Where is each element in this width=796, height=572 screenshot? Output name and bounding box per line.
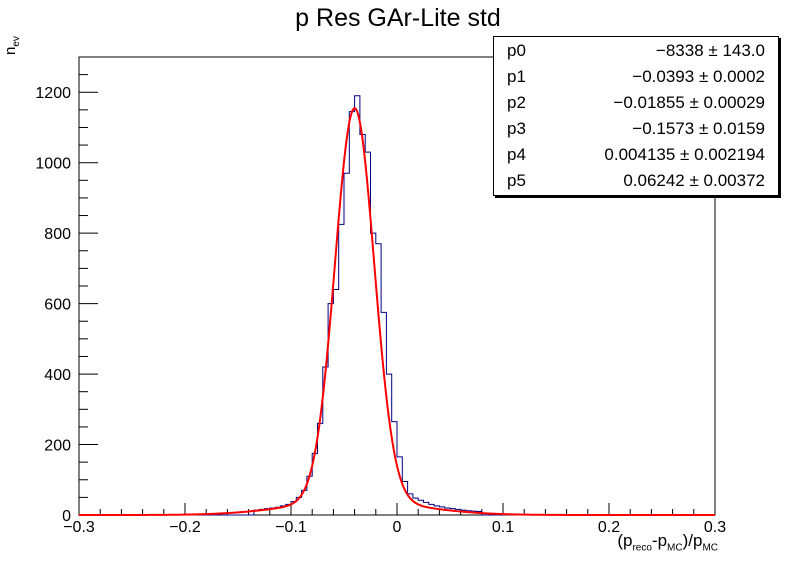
histogram-bin (360, 135, 365, 515)
param-name: p1 (507, 67, 526, 86)
histogram-bin (392, 422, 397, 515)
x-axis-label: (preco-pMC)/pMC (617, 531, 718, 553)
chart-title: p Res GAr-Lite std (295, 4, 501, 32)
x-tick-label: −0.2 (169, 519, 201, 536)
param-value: −0.1573 ± 0.0159 (632, 119, 765, 138)
y-tick-label: 200 (44, 438, 71, 455)
y-axis-label: nev (2, 36, 22, 55)
x-tick-label: −0.3 (63, 519, 95, 536)
y-label-main: n (2, 46, 19, 55)
y-tick-label: 0 (62, 508, 71, 525)
x-label-s1: reco (632, 542, 652, 554)
x-label-s3: MC (702, 542, 718, 554)
histogram-bin (333, 290, 338, 515)
y-tick-label: 800 (44, 226, 71, 243)
param-name: p3 (507, 119, 526, 138)
param-name: p0 (507, 41, 526, 60)
y-tick-label: 1000 (35, 156, 71, 173)
x-label-p2: -p (651, 531, 668, 550)
y-tick-label: 400 (44, 367, 71, 384)
histogram-bin (439, 507, 444, 515)
y-label-sub: ev (11, 36, 22, 47)
param-value: 0.004135 ± 0.002194 (604, 145, 765, 164)
histogram-bin (424, 502, 429, 515)
fit-curve (79, 107, 715, 516)
param-name: p2 (507, 93, 526, 112)
x-label-s2: MC (667, 542, 683, 554)
stat-row-p5: p5 0.06242 ± 0.00372 (494, 169, 778, 195)
histogram-bin (418, 500, 423, 515)
x-tick-label: −0.1 (275, 519, 307, 536)
y-tick-label: 1200 (35, 85, 71, 102)
histogram-bin (344, 173, 349, 515)
param-value: 0.06242 ± 0.00372 (623, 171, 765, 190)
x-tick-label: 0.1 (492, 519, 514, 536)
histogram-bin (349, 112, 354, 515)
x-tick-label: 0.3 (704, 519, 726, 536)
y-tick-label: 600 (44, 297, 71, 314)
histogram-bin (429, 504, 434, 515)
stat-row-p0: p0 −8338 ± 143.0 (494, 39, 778, 65)
x-tick-label: 0 (393, 519, 402, 536)
param-value: −0.01855 ± 0.00029 (613, 93, 765, 112)
y-tick-labels: 0 200 400 600 800 1000 1200 (35, 85, 71, 525)
x-label-p1: (p (617, 531, 633, 550)
stat-row-p1: p1 −0.0393 ± 0.0002 (494, 65, 778, 91)
x-tick-labels: −0.3 −0.2 −0.1 0 0.1 0.2 0.3 (63, 519, 726, 536)
param-name: p4 (507, 145, 526, 164)
histogram-bin (339, 224, 344, 515)
param-value: −0.0393 ± 0.0002 (632, 67, 765, 86)
stat-row-p2: p2 −0.01855 ± 0.00029 (494, 91, 778, 117)
fit-parameters-box: p0 −8338 ± 143.0 p1 −0.0393 ± 0.0002 p2 −0.… (493, 36, 779, 196)
stat-row-p3: p3 −0.1573 ± 0.0159 (494, 117, 778, 143)
x-label-p3: )/p (682, 531, 703, 550)
histogram-bin (355, 96, 360, 515)
x-tick-label: 0.2 (598, 519, 620, 536)
stat-row-p4: p4 0.004135 ± 0.002194 (494, 143, 778, 169)
param-name: p5 (507, 171, 526, 190)
histogram-bin (434, 506, 439, 515)
param-value: −8338 ± 143.0 (655, 41, 765, 60)
